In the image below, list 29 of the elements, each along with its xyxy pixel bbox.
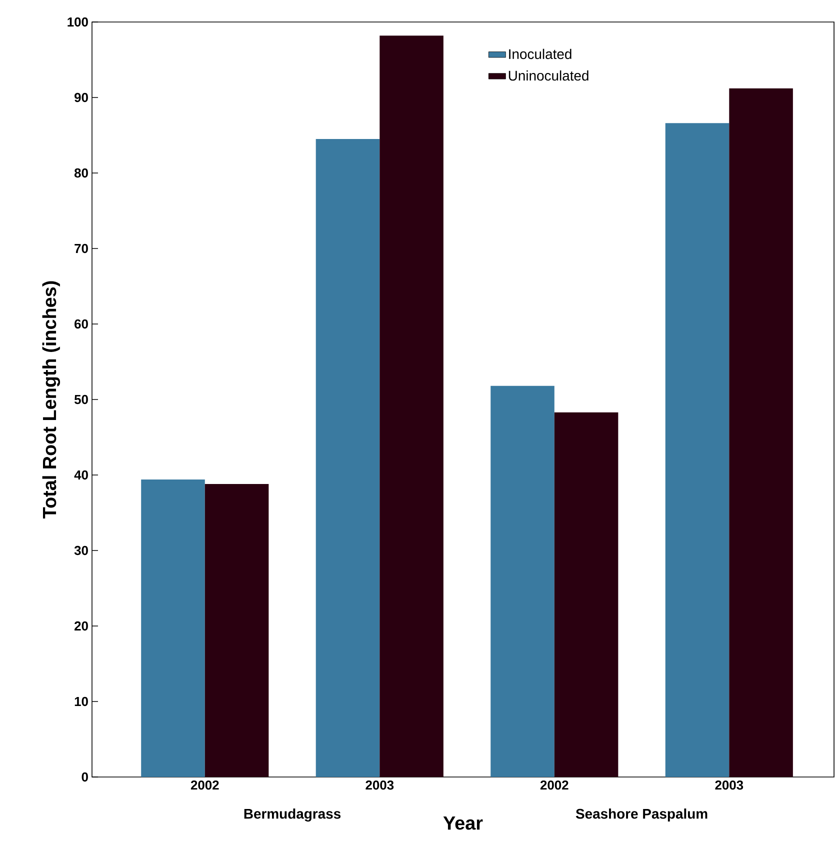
y-tick-label: 100 [68, 17, 88, 27]
text: Seashore Paspalum [576, 808, 708, 822]
x-tick-label: 2002 [540, 780, 568, 790]
bar [554, 412, 618, 777]
y-tick-label: 70 [74, 244, 88, 254]
y-tick-label: 50 [74, 394, 88, 404]
bar [490, 386, 554, 777]
x-tick-label: 2003 [366, 780, 394, 790]
text: Bermudagrass [244, 808, 341, 822]
bar [729, 88, 793, 777]
y-tick-label: 10 [74, 696, 88, 706]
bar [141, 480, 205, 777]
bar [380, 36, 444, 777]
y-tick-label: 40 [74, 470, 88, 480]
legend-label: Inoculated [509, 48, 572, 60]
y-tick-label: 20 [74, 621, 88, 631]
y-tick-label: 60 [74, 319, 88, 329]
y-tick-label: 0 [82, 772, 88, 782]
legend-label: Uninoculated [508, 70, 588, 81]
y-axis-title: Total Root Length (inches) [42, 281, 60, 518]
bar [204, 484, 269, 777]
y-tick-label: 90 [74, 92, 88, 102]
x-axis-title: Year [443, 816, 483, 830]
x-tick-label: 2003 [715, 780, 744, 790]
x-tick-label: 2002 [190, 780, 219, 790]
bar [665, 123, 730, 777]
y-tick-label: 80 [74, 168, 88, 178]
bar [316, 139, 380, 777]
y-tick-label: 30 [74, 546, 88, 556]
